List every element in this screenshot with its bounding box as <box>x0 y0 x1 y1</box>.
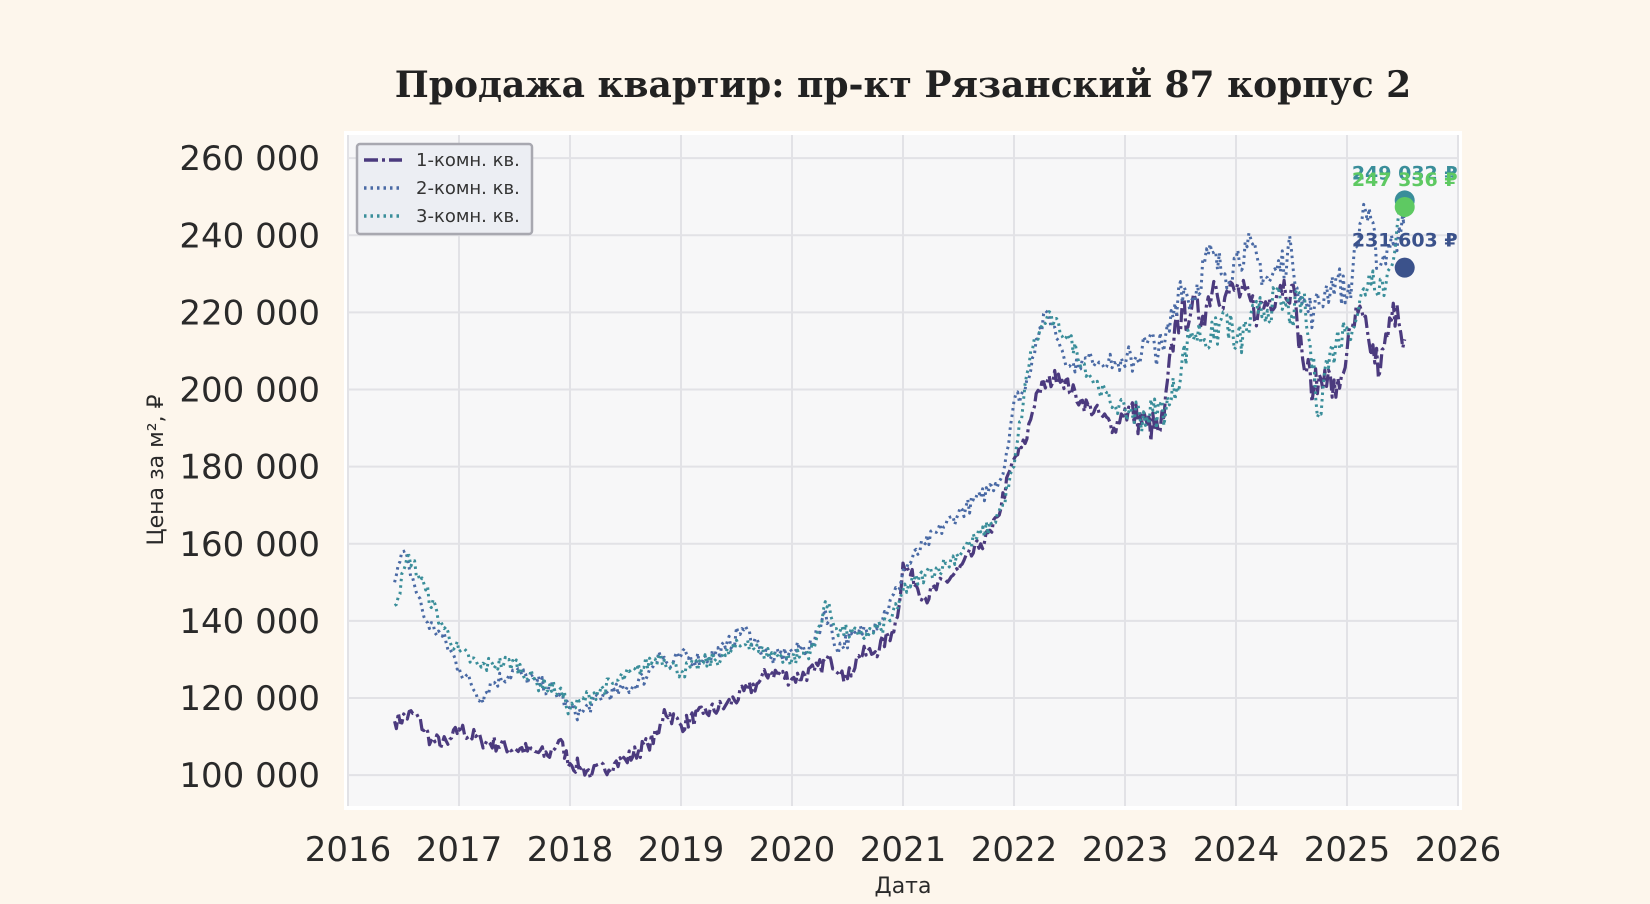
annotation-marker <box>1394 196 1415 217</box>
x-tick-label: 2022 <box>971 830 1058 870</box>
y-tick-label: 120 000 <box>179 679 320 719</box>
y-tick-label: 240 000 <box>179 216 320 256</box>
x-axis-ticks: 2016 2017 2018 2019 2020 2021 2022 2023 2024 2025… <box>305 830 1502 870</box>
y-tick-label: 100 000 <box>179 756 320 796</box>
x-tick-label: 2024 <box>1193 830 1280 870</box>
series-line <box>393 193 1407 716</box>
x-tick-label: 2025 <box>1304 830 1391 870</box>
series-line <box>393 278 1407 780</box>
y-tick-label: 180 000 <box>179 448 320 488</box>
chart-title: Продажа квартир: пр-кт Рязанский 87 корп… <box>395 64 1411 106</box>
x-tick-label: 2017 <box>416 830 503 870</box>
annotation-label: 231 603 ₽ <box>1352 230 1458 252</box>
y-tick-label: 260 000 <box>179 139 320 179</box>
y-axis-ticks: 100 000 120 000 140 000 160 000 180 000 200 0… <box>179 139 320 796</box>
legend-label: 2-комн. кв. <box>416 178 520 199</box>
x-tick-label: 2019 <box>638 830 725 870</box>
legend-label: 3-комн. кв. <box>416 206 520 227</box>
grid <box>347 135 1459 806</box>
annotations: 249 032 ₽247 336 ₽ 231 603 ₽ <box>1352 162 1458 278</box>
y-tick-label: 160 000 <box>179 525 320 565</box>
legend-label: 1-комн. кв. <box>416 150 520 171</box>
x-tick-label: 2021 <box>860 830 947 870</box>
legend-box <box>355 142 534 236</box>
series-lines <box>393 193 1407 780</box>
y-tick-label: 220 000 <box>179 293 320 333</box>
x-tick-label: 2020 <box>749 830 836 870</box>
y-tick-label: 200 000 <box>179 371 320 411</box>
annotation-label: 249 032 ₽ <box>1352 162 1458 184</box>
y-tick-label: 140 000 <box>179 602 320 642</box>
x-tick-label: 2023 <box>1082 830 1169 870</box>
y-axis-label: Цена за м², ₽ <box>144 394 169 545</box>
x-tick-label: 2026 <box>1415 830 1502 870</box>
annotation-marker <box>1394 257 1415 278</box>
annotation-label: 247 336 ₽ <box>1352 169 1458 191</box>
legend: 1-комн. кв. 2-комн. кв. 3-комн. кв. <box>355 142 534 236</box>
x-tick-label: 2016 <box>305 830 392 870</box>
x-axis-label: Дата <box>875 874 932 899</box>
x-tick-label: 2018 <box>527 830 614 870</box>
